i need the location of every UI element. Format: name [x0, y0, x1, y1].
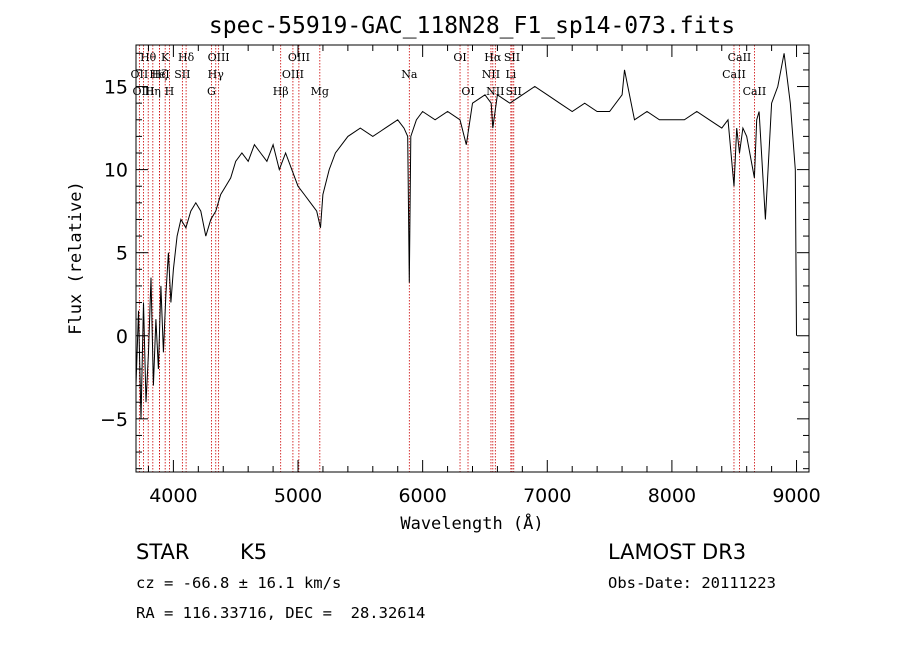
line-marker-label-8: SII [174, 68, 190, 81]
line-marker-label-14: OIII [282, 68, 304, 81]
line-marker-label-15: Hβ [273, 85, 289, 98]
line-marker-label-26: CaII [728, 51, 752, 64]
y-axis-label: Flux (relative) [66, 181, 86, 335]
redshift-readout: cz = -66.8 ± 16.1 km/s [136, 574, 342, 592]
x-tick-label-7000: 7000 [523, 485, 571, 507]
line-marker-label-3: Hη [145, 85, 161, 98]
line-marker-label-11: Hγ [208, 68, 225, 81]
axis-ticks-group [136, 45, 809, 472]
line-marker-label-9: Hδ [178, 51, 195, 64]
spectrum-chart: spec-55919-GAC_118N28_F1_sp14-073.fits 4… [66, 13, 821, 534]
survey-label: LAMOST DR3 [608, 540, 747, 564]
line-marker-label-17: Na [401, 68, 418, 81]
x-tick-label-4000: 4000 [149, 485, 197, 507]
x-tick-label-6000: 6000 [398, 485, 446, 507]
line-marker-label-20: Hα [484, 51, 502, 64]
line-marker-label-21: NII [482, 68, 500, 81]
line-marker-label-23: SII [504, 51, 520, 64]
line-marker-label-12: G [207, 85, 216, 98]
axis-tick-labels-group: 4000 5000 6000 7000 8000 9000 −5 0 5 10 15 [100, 77, 821, 507]
x-tick-label-5000: 5000 [274, 485, 322, 507]
x-tick-label-9000: 9000 [772, 485, 820, 507]
y-tick-label--5: −5 [100, 409, 128, 431]
line-marker-label-16: Mg [311, 85, 329, 98]
line-marker-label-2: OIII [132, 85, 154, 98]
line-marker-label-6: H [165, 85, 175, 98]
line-marker-label-7: HeI [149, 68, 169, 81]
line-marker-label-27: CaII [722, 68, 746, 81]
line-marker-label-18: OI [453, 51, 466, 64]
spectrum-series-line [135, 53, 797, 419]
y-tick-label-10: 10 [104, 160, 128, 182]
obs-date-readout: Obs-Date: 20111223 [608, 574, 776, 592]
x-axis-label: Wavelength (Å) [400, 512, 543, 534]
x-tick-label-8000: 8000 [648, 485, 696, 507]
line-marker-label-1: OII [131, 68, 149, 81]
line-marker-label-24: Li [505, 68, 516, 81]
chart-title: spec-55919-GAC_118N28_F1_sp14-073.fits [209, 13, 735, 39]
y-tick-label-0: 0 [116, 326, 128, 348]
line-marker-label-19: OI [461, 85, 474, 98]
line-marker-label-13: OIII [288, 51, 310, 64]
line-marker-label-0: Hθ [140, 51, 157, 64]
plot-frame [135, 44, 810, 473]
line-marker-label-5: Hζ [152, 68, 168, 81]
y-tick-label-15: 15 [104, 77, 128, 99]
coordinates-readout: RA = 116.33716, DEC = 28.32614 [136, 604, 426, 622]
line-marker-label-10: OIII [208, 51, 230, 64]
object-class-label: STAR [136, 540, 190, 564]
line-marker-label-4: K [161, 51, 170, 64]
y-tick-label-5: 5 [116, 243, 128, 265]
line-marker-label-25: SII [506, 85, 522, 98]
line-marker-group [138, 45, 755, 472]
line-marker-label-28: CaII [743, 85, 767, 98]
line-marker-label-22: NII [486, 85, 504, 98]
object-subclass-label: K5 [240, 540, 268, 564]
